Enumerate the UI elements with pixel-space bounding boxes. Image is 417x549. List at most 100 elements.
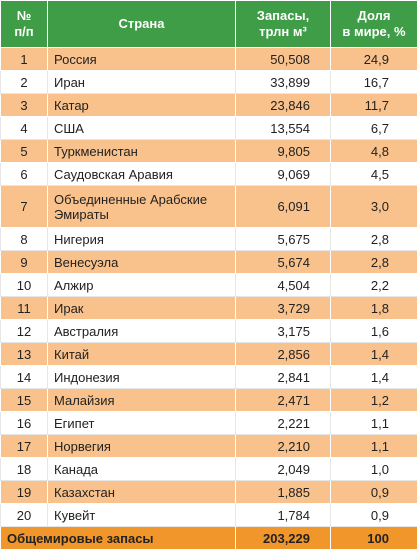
table-cell: Венесуэла	[47, 250, 236, 274]
table-cell: 1,4	[330, 365, 417, 389]
table-cell: 8	[0, 227, 48, 251]
table-cell: 33,899	[235, 70, 331, 94]
table-row: 10 Алжир 4,504 2,2	[0, 273, 417, 297]
table-cell: 1	[0, 47, 48, 71]
header-cell: Страна	[47, 0, 236, 48]
table-cell: 10	[0, 273, 48, 297]
table-cell: 1,2	[330, 388, 417, 412]
table-row: 17 Норвегия 2,210 1,1	[0, 434, 417, 458]
table-row: 19 Казахстан 1,885 0,9	[0, 480, 417, 504]
table-row: 12 Австралия 3,175 1,6	[0, 319, 417, 343]
table-cell: 2,8	[330, 227, 417, 251]
table-cell: Нигерия	[47, 227, 236, 251]
table-cell: 23,846	[235, 93, 331, 117]
table-cell: Кувейт	[47, 503, 236, 527]
table-row: 6 Саудовская Аравия 9,069 4,5	[0, 162, 417, 186]
table-cell: 4	[0, 116, 48, 140]
table-cell: 3,729	[235, 296, 331, 320]
table-cell: 9,069	[235, 162, 331, 186]
table-cell: 16,7	[330, 70, 417, 94]
table-cell: Малайзия	[47, 388, 236, 412]
table-cell: 24,9	[330, 47, 417, 71]
table-cell: 3,175	[235, 319, 331, 343]
table-row: 13 Китай 2,856 1,4	[0, 342, 417, 366]
table-cell: 9,805	[235, 139, 331, 163]
table-cell: 13,554	[235, 116, 331, 140]
table-cell: 1,6	[330, 319, 417, 343]
table-cell: 1,1	[330, 411, 417, 435]
table-cell: Катар	[47, 93, 236, 117]
table-cell: 14	[0, 365, 48, 389]
table-cell: Иран	[47, 70, 236, 94]
table-cell: Ирак	[47, 296, 236, 320]
table-row: 9 Венесуэла 5,674 2,8	[0, 250, 417, 274]
table-cell: Китай	[47, 342, 236, 366]
table-cell: 0,9	[330, 503, 417, 527]
table-cell: 6,091	[235, 185, 331, 228]
table-cell: 50,508	[235, 47, 331, 71]
table-cell: Объединенные Арабские Эмираты	[47, 185, 236, 228]
table-cell: 11	[0, 296, 48, 320]
table-cell: 2,471	[235, 388, 331, 412]
table-cell: 4,504	[235, 273, 331, 297]
table-cell: 20	[0, 503, 48, 527]
table-cell: 1,784	[235, 503, 331, 527]
table-cell: 2,8	[330, 250, 417, 274]
table-cell: 17	[0, 434, 48, 458]
table-row: 3 Катар 23,846 11,7	[0, 93, 417, 117]
table-cell: 6,7	[330, 116, 417, 140]
table-row: 7 Объединенные Арабские Эмираты 6,091 3,0	[0, 185, 417, 228]
table-cell: 1,1	[330, 434, 417, 458]
table-cell: Саудовская Аравия	[47, 162, 236, 186]
table-cell: 4,8	[330, 139, 417, 163]
table-row: 20 Кувейт 1,784 0,9	[0, 503, 417, 527]
table-cell: 11,7	[330, 93, 417, 117]
table-row: 16 Египет 2,221 1,1	[0, 411, 417, 435]
table-row: 11 Ирак 3,729 1,8	[0, 296, 417, 320]
table-cell: Египет	[47, 411, 236, 435]
table-cell: 0,9	[330, 480, 417, 504]
table-cell: Россия	[47, 47, 236, 71]
table-cell: 5	[0, 139, 48, 163]
table-row: 5 Туркменистан 9,805 4,8	[0, 139, 417, 163]
table-cell: 1,4	[330, 342, 417, 366]
table-row: 4 США 13,554 6,7	[0, 116, 417, 140]
table-cell: 2,221	[235, 411, 331, 435]
table-cell: 2	[0, 70, 48, 94]
table-row: 18 Канада 2,049 1,0	[0, 457, 417, 481]
table-row: 15 Малайзия 2,471 1,2	[0, 388, 417, 412]
table-cell: 12	[0, 319, 48, 343]
header-cell: Запасы, трлн м³	[235, 0, 331, 48]
table-cell: Индонезия	[47, 365, 236, 389]
table-row: 8 Нигерия 5,675 2,8	[0, 227, 417, 251]
table-cell: 1,8	[330, 296, 417, 320]
table-cell: 2,856	[235, 342, 331, 366]
table-cell: 3	[0, 93, 48, 117]
table-cell: Австралия	[47, 319, 236, 343]
table-cell: Норвегия	[47, 434, 236, 458]
header-row: № п/п Страна Запасы, трлн м³ Доля в мире…	[0, 0, 417, 48]
table-cell: 6	[0, 162, 48, 186]
table-cell: 19	[0, 480, 48, 504]
table-cell: 13	[0, 342, 48, 366]
total-row: Общемировые запасы 203,229 100	[0, 526, 417, 549]
table-cell: 2,049	[235, 457, 331, 481]
header-cell: Доля в мире, %	[330, 0, 417, 48]
table-cell: 1,0	[330, 457, 417, 481]
table-cell: 3,0	[330, 185, 417, 228]
total-cell: 100	[330, 526, 417, 549]
table-row: 2 Иран 33,899 16,7	[0, 70, 417, 94]
table-cell: 2,2	[330, 273, 417, 297]
table-cell: США	[47, 116, 236, 140]
table-cell: 7	[0, 185, 48, 228]
table-cell: Алжир	[47, 273, 236, 297]
table-cell: 18	[0, 457, 48, 481]
table-cell: 16	[0, 411, 48, 435]
table-cell: 5,674	[235, 250, 331, 274]
table-row: 1 Россия 50,508 24,9	[0, 47, 417, 71]
table-cell: Канада	[47, 457, 236, 481]
table-row: 14 Индонезия 2,841 1,4	[0, 365, 417, 389]
table-cell: 15	[0, 388, 48, 412]
